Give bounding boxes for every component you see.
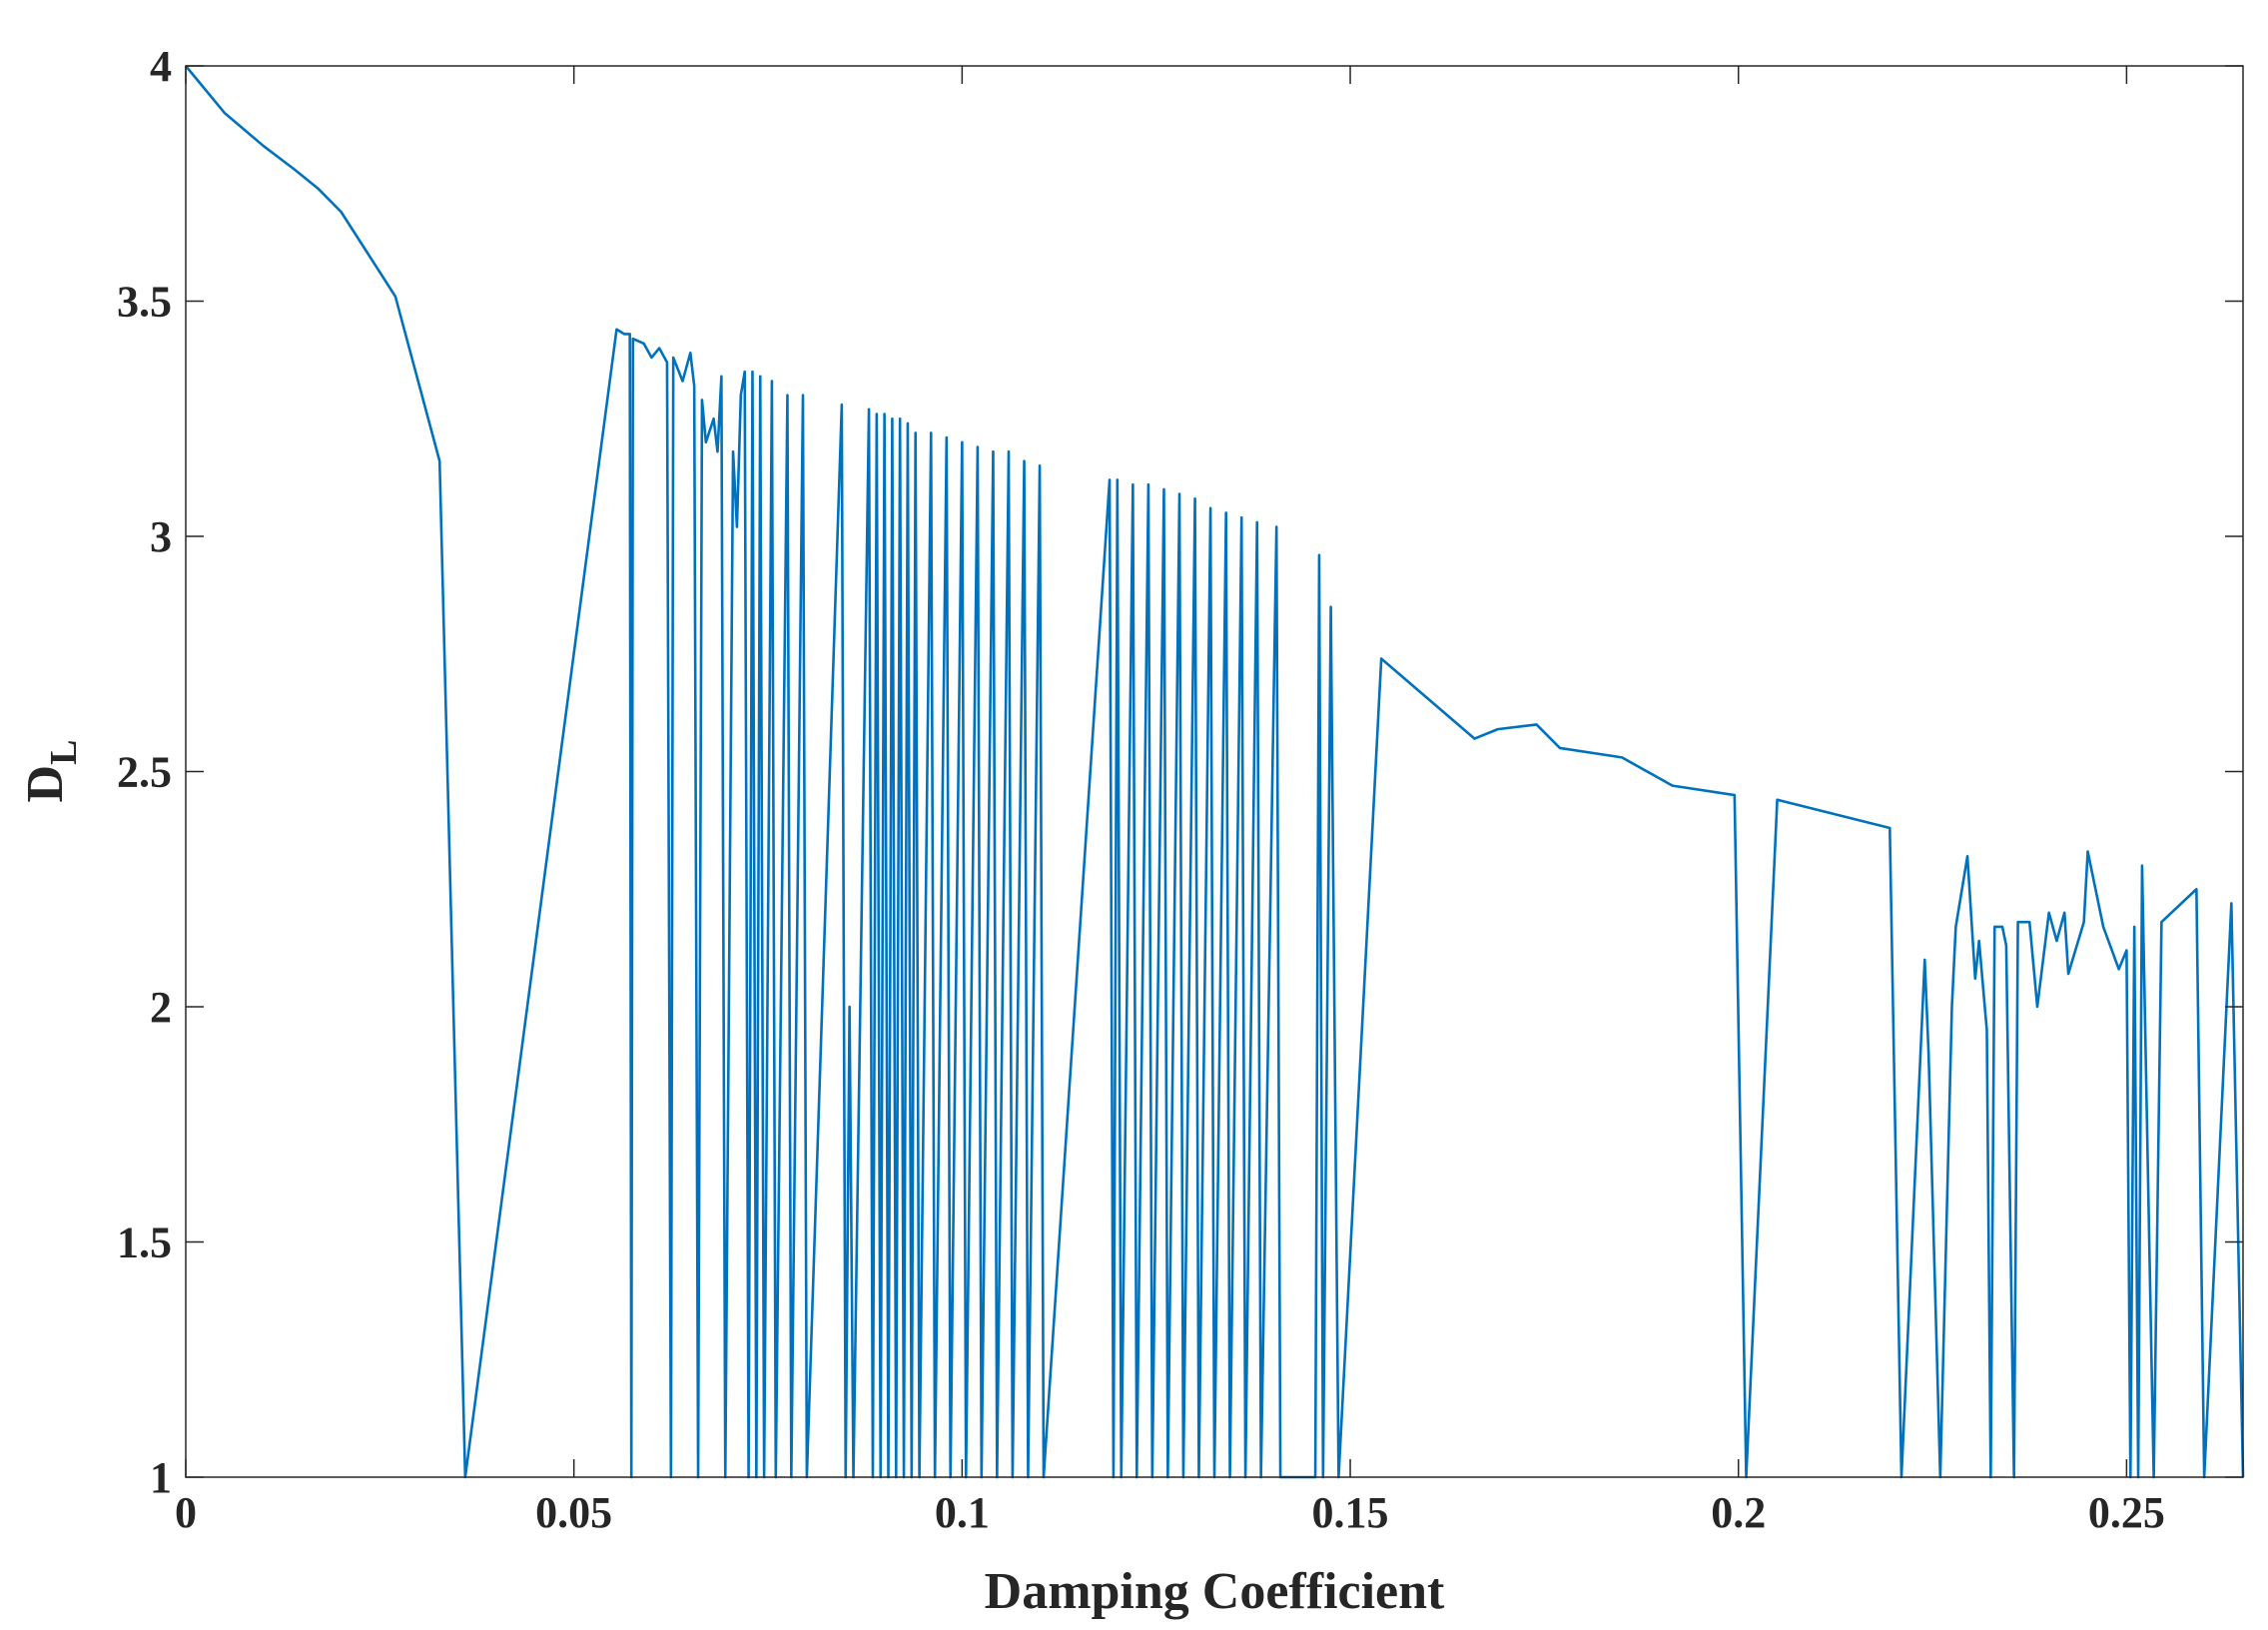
y-tick-label: 2 xyxy=(150,983,172,1032)
y-axis-label-main: D xyxy=(17,765,74,803)
y-axis-label: DL xyxy=(17,740,85,803)
x-tick-label: 0.25 xyxy=(2088,1488,2165,1537)
x-axis-label: Damping Coefficient xyxy=(985,1563,1445,1620)
y-tick-label: 1 xyxy=(150,1453,172,1502)
y-tick-label: 4 xyxy=(150,42,172,91)
data-line xyxy=(184,65,2245,1479)
x-tick-label: 0.15 xyxy=(1312,1488,1389,1537)
x-tick-label: 0.1 xyxy=(935,1488,990,1537)
y-tick-label: 3.5 xyxy=(117,278,172,327)
x-tick-label: 0.05 xyxy=(535,1488,612,1537)
x-tick-label: 0 xyxy=(175,1488,197,1537)
x-tick-label: 0.2 xyxy=(1711,1488,1766,1537)
y-axis-label-sub: L xyxy=(43,740,85,765)
plot-area: 0 0.05 0.1 0.15 0.2 0.25 1 1.5 2 2.5 3 3.5 4 xyxy=(117,42,2245,1537)
y-tick-label: 2.5 xyxy=(117,748,172,797)
y-tick-label: 3 xyxy=(150,512,172,561)
y-axis-label-group: DL xyxy=(17,740,85,803)
y-tick-label: 1.5 xyxy=(117,1219,172,1267)
